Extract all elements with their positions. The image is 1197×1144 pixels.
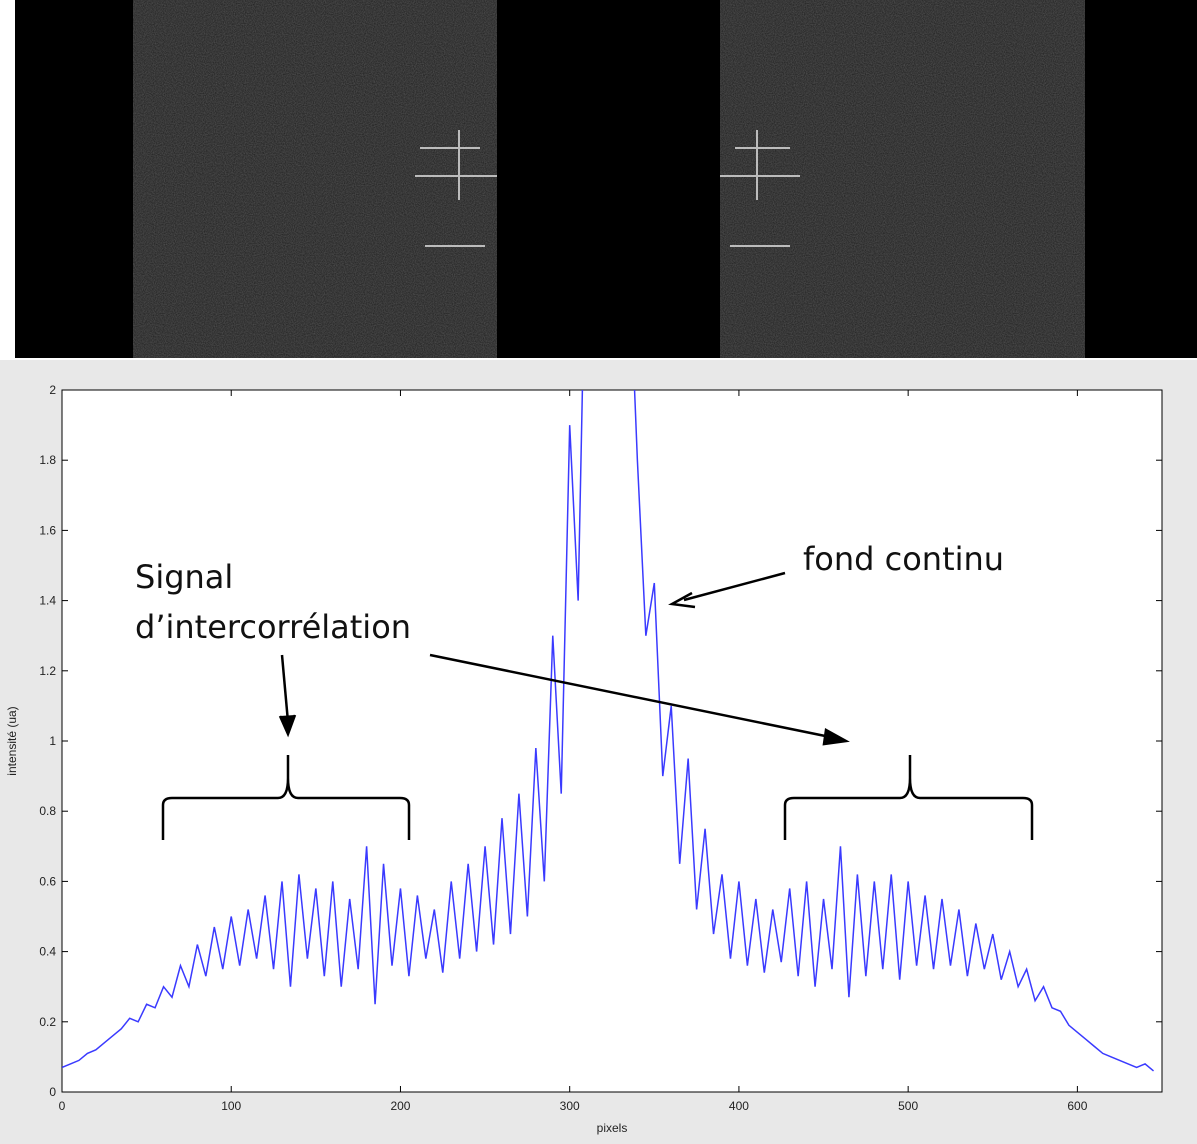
x-tick-label: 200 [390, 1099, 410, 1113]
y-tick-label: 0.8 [39, 804, 56, 818]
x-tick-label: 300 [560, 1099, 580, 1113]
y-tick-label: 0.4 [39, 945, 56, 959]
y-tick-label: 1.2 [39, 664, 56, 678]
axes [61, 389, 1163, 1093]
plot: 0 100 200 300 400 500 600 0 0.2 0.4 0.6 0.8 1 1.2 1.4 1… [39, 383, 1162, 1113]
y-tick-label: 1.6 [39, 523, 56, 537]
spectrum-image [15, 0, 1197, 358]
x-tick-label: 100 [221, 1099, 241, 1113]
x-axis-label: pixels [597, 1121, 628, 1135]
y-tick-label: 0 [49, 1085, 56, 1099]
y-tick-label: 2 [49, 383, 56, 397]
annotation: Signal [135, 558, 233, 596]
y-tick-label: 0.2 [39, 1015, 56, 1029]
x-tick-label: 500 [898, 1099, 918, 1113]
y-tick-label: 1 [49, 734, 56, 748]
x-tick-label: 0 [59, 1099, 66, 1113]
annotation: d’intercorrélation [135, 608, 411, 646]
y-axis-label: intensité (ua) [5, 706, 19, 775]
x-tick-label: 600 [1067, 1099, 1087, 1113]
annotation-shapes [161, 571, 1034, 840]
y-tick-label: 0.6 [39, 874, 56, 888]
annotation: fond continu [803, 540, 1004, 578]
y-tick-label: 1.4 [39, 594, 56, 608]
y-tick-label: 1.8 [39, 453, 56, 467]
signal-line [62, 390, 1155, 1072]
x-tick-label: 400 [729, 1099, 749, 1113]
